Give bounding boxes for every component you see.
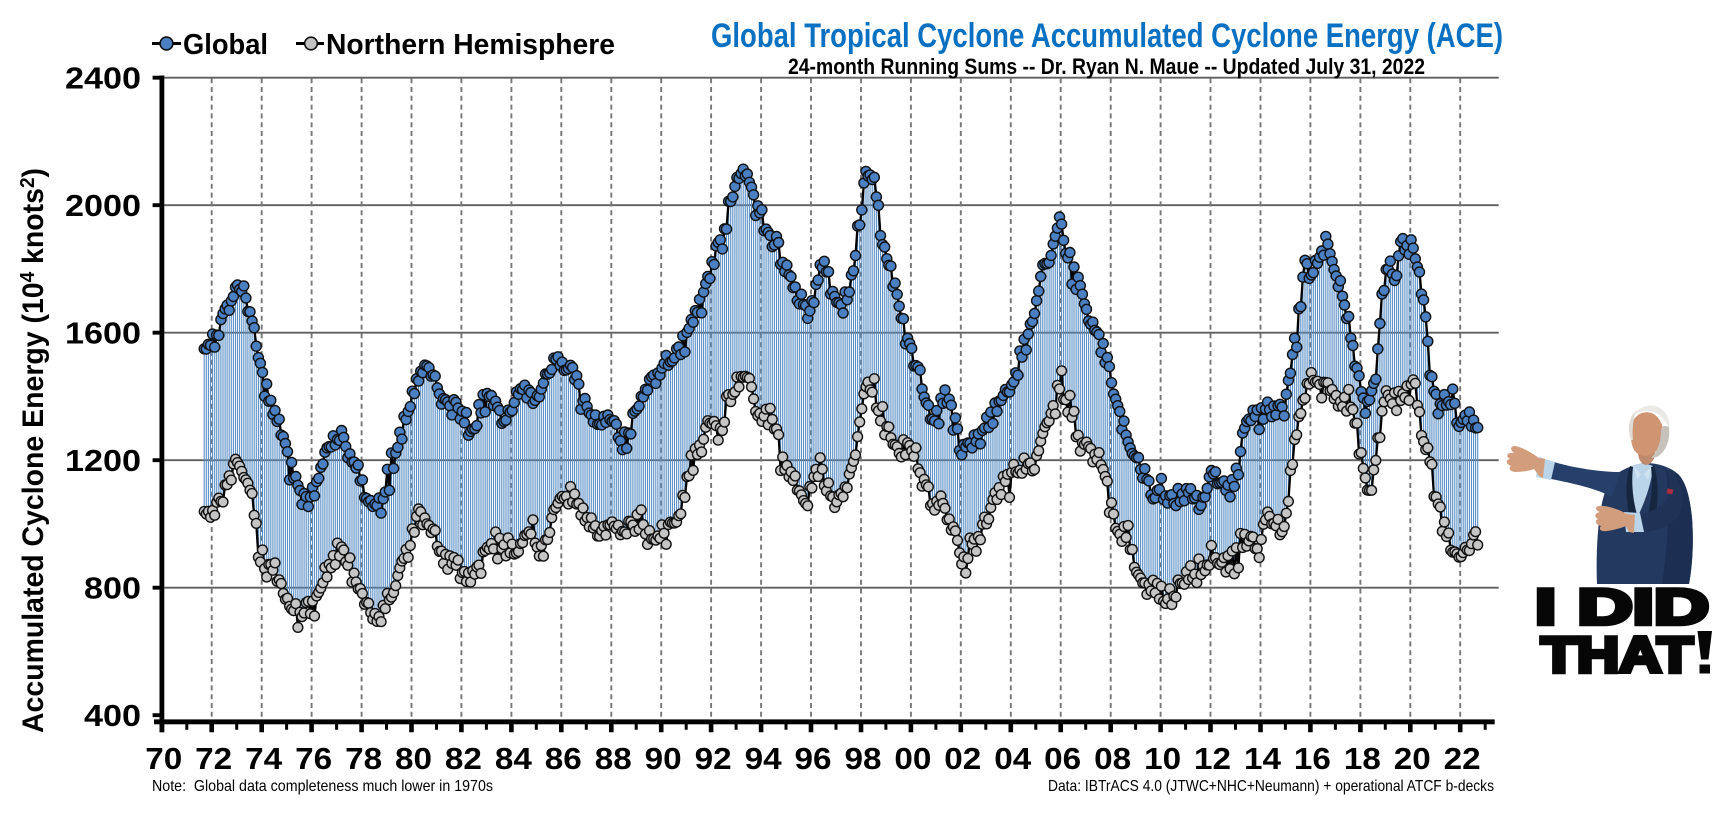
svg-text:22: 22 — [1444, 741, 1481, 776]
svg-text:2400: 2400 — [65, 61, 141, 96]
svg-text:16: 16 — [1294, 741, 1331, 776]
svg-text:70: 70 — [145, 741, 182, 776]
svg-text:Accumulated Cyclone Energy (10: Accumulated Cyclone Energy (104 knots2) — [17, 168, 50, 733]
svg-text:78: 78 — [345, 741, 382, 776]
svg-text:98: 98 — [845, 741, 882, 776]
svg-text:12: 12 — [1194, 741, 1231, 776]
svg-text:82: 82 — [445, 741, 482, 776]
svg-text:Data: IBTrACS 4.0 (JTWC+NHC+Ne: Data: IBTrACS 4.0 (JTWC+NHC+Neumann) + o… — [1048, 778, 1494, 795]
svg-text:Global: Global — [183, 29, 268, 61]
svg-text:400: 400 — [84, 698, 141, 733]
svg-text:08: 08 — [1094, 741, 1131, 776]
svg-text:10: 10 — [1144, 741, 1181, 776]
svg-text:800: 800 — [84, 571, 141, 606]
svg-text:04: 04 — [994, 741, 1032, 776]
svg-text:Note: Global data completenes: Note: Global data completeness much lowe… — [152, 778, 493, 795]
svg-text:24-month Running Sums -- Dr. R: 24-month Running Sums -- Dr. Ryan N. Mau… — [788, 54, 1425, 79]
svg-text:88: 88 — [595, 741, 632, 776]
svg-text:94: 94 — [745, 741, 783, 776]
svg-text:84: 84 — [495, 741, 533, 776]
svg-text:86: 86 — [545, 741, 582, 776]
svg-text:00: 00 — [894, 741, 931, 776]
svg-text:20: 20 — [1394, 741, 1431, 776]
svg-text:74: 74 — [245, 741, 283, 776]
svg-text:14: 14 — [1244, 741, 1282, 776]
svg-text:76: 76 — [295, 741, 332, 776]
svg-text:1200: 1200 — [65, 443, 141, 478]
svg-text:THAT: THAT — [1541, 627, 1693, 683]
svg-text:Global Tropical Cyclone Accumu: Global Tropical Cyclone Accumulated Cycl… — [711, 17, 1503, 55]
svg-text:1600: 1600 — [65, 316, 141, 351]
svg-text:06: 06 — [1044, 741, 1081, 776]
svg-text:18: 18 — [1344, 741, 1381, 776]
svg-text:Northern Hemisphere: Northern Hemisphere — [326, 29, 615, 61]
svg-text:90: 90 — [645, 741, 682, 776]
svg-text:I DID: I DID — [1535, 579, 1709, 635]
svg-text:02: 02 — [944, 741, 981, 776]
svg-text:72: 72 — [195, 741, 232, 776]
svg-text:96: 96 — [795, 741, 832, 776]
svg-text:92: 92 — [695, 741, 732, 776]
svg-text:80: 80 — [395, 741, 432, 776]
svg-text:2000: 2000 — [65, 188, 141, 223]
